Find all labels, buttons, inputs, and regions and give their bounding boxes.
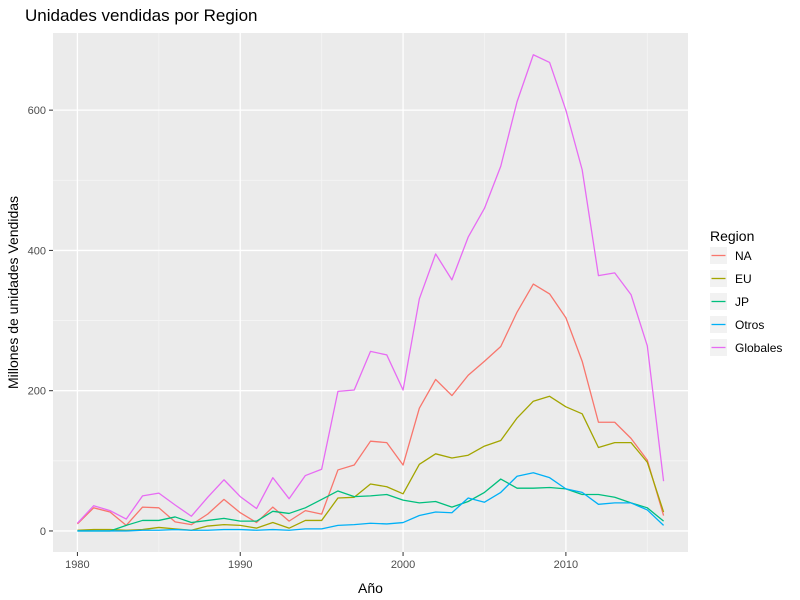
series-line-na [76,283,665,526]
x-tick-label: 1990 [228,559,252,571]
series-lines [76,54,665,532]
legend: Region NA EU JP Otros Globales [710,228,782,356]
y-axis-ticks: 0 200 400 600 [28,105,53,538]
y-tick-label: 400 [28,245,46,257]
x-axis-title: Año [358,580,383,596]
minor-gridlines [53,33,688,552]
legend-label-globales: Globales [735,341,782,355]
y-tick-label: 0 [40,526,46,538]
legend-label-jp: JP [735,295,749,309]
x-axis-ticks: 1980 1990 2000 2010 [65,552,578,571]
y-axis-title: Millones de unidades Vendidas [5,196,21,389]
y-tick-label: 600 [28,105,46,117]
x-tick-label: 2000 [391,559,415,571]
plot-panel [53,33,688,552]
legend-label-na: NA [735,249,752,263]
legend-label-eu: EU [735,272,752,286]
legend-label-otros: Otros [735,318,764,332]
series-line-globales [76,54,665,524]
x-tick-label: 1980 [65,559,89,571]
series-line-eu [77,395,665,531]
chart-title: Unidades vendidas por Region [25,6,258,25]
legend-title: Region [710,228,754,244]
x-tick-label: 2010 [554,559,578,571]
series-line-otros [77,472,665,532]
y-tick-label: 200 [28,386,46,398]
